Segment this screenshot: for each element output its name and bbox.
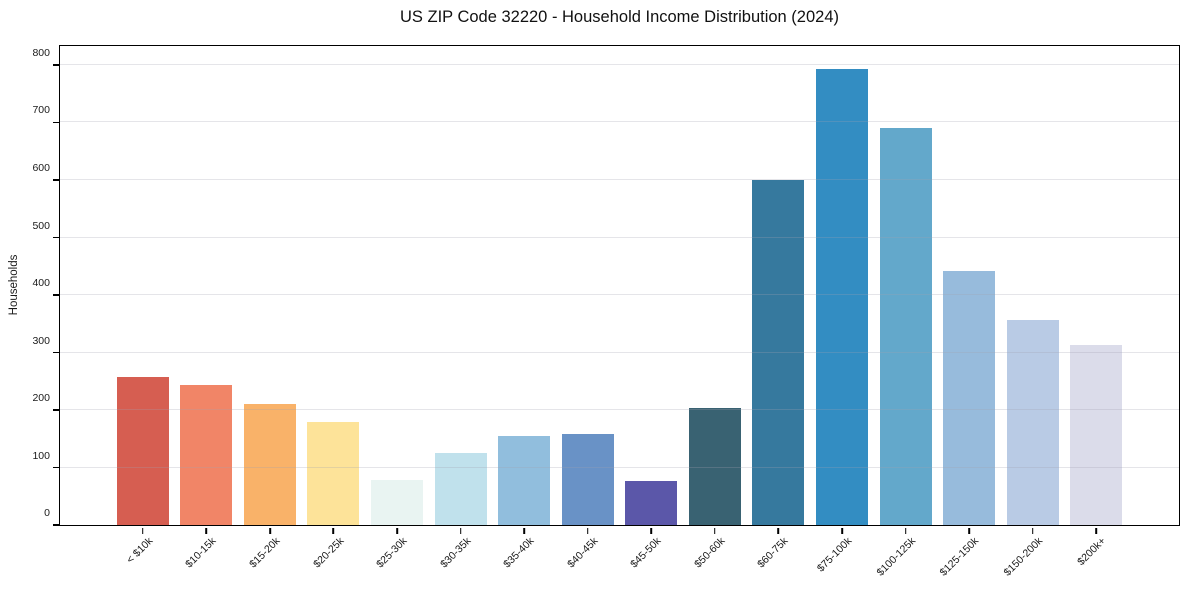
x-tick-mark [396,528,398,534]
y-tick-label-200: 200 [32,392,50,404]
x-tick-label: $60-75k [755,535,791,571]
x-tick-label: $150-200k [1001,535,1046,579]
bar-slot: $30-35k [429,46,493,570]
y-tick-mark [53,294,59,296]
bar-30-35k [434,453,487,525]
bar-45-50k [625,480,678,525]
y-tick-label-0: 0 [44,507,50,519]
bar-50-60k [688,408,741,525]
x-tick-mark [904,528,907,534]
x-tick-label: $45-50k [628,535,664,571]
y-tick-mark [53,351,59,354]
bar-40-45k [561,434,614,525]
x-tick-label: $20-25k [310,535,346,571]
bar-200k [1070,345,1123,525]
x-tick-label: $40-45k [564,535,601,571]
y-tick-mark [53,236,59,239]
bar-slot: $200k+ [1064,46,1128,568]
bar-slot: $25-30k [365,46,429,570]
bar-slot: $50-60k [683,46,747,570]
bar-slot: $100-125k [874,46,938,579]
y-tick-mark [53,179,59,181]
bar-25-30k [371,480,424,525]
x-tick-label: $75-100k [814,535,855,575]
y-tick-label-100: 100 [32,449,50,462]
y-tick-label-700: 700 [32,104,50,117]
bar-75-100k [815,69,868,525]
x-tick-label: < $10k [124,535,156,566]
bar-20-25k [307,422,360,525]
x-tick-mark [968,528,970,534]
bar-125-150k [943,270,996,525]
bar-60-75k [752,179,805,525]
x-tick-mark [1095,528,1098,534]
y-axis-label: Households [8,254,20,316]
bar-100-125k [879,128,932,525]
y-tick-label-400: 400 [32,277,50,289]
y-tick-label-300: 300 [32,334,50,347]
x-tick-mark [459,528,462,534]
y-tick-mark [53,64,59,66]
x-tick-label: $15-20k [247,535,283,571]
x-tick-mark [714,528,716,534]
x-tick-label: $10-15k [183,535,219,571]
bar-10-15k [180,384,233,525]
bar-slot: $150-200k [1001,46,1065,579]
bar-slot: $60-75k [747,46,811,570]
x-tick-label: $25-30k [374,535,410,571]
x-tick-mark [332,528,335,534]
bar-slot: $20-25k [302,46,366,570]
y-tick-label-600: 600 [32,161,50,174]
x-tick-mark [841,528,843,534]
bar-slot: $45-50k [620,46,684,570]
x-tick-mark [269,528,271,534]
x-tick-mark [777,528,780,534]
x-tick-label: $35-40k [501,535,537,571]
x-tick-label: $50-60k [692,535,728,571]
y-tick-mark [53,121,59,124]
plot-area: 0 100 200 300 400 500 600 700 800 < $10k $10-15k $… [32,45,1180,579]
x-tick-label: $200k+ [1075,535,1109,569]
y-tick-mark [53,524,59,526]
bar-150-200k [1006,320,1059,525]
y-tick-mark [53,409,59,411]
y-tick-label-800: 800 [32,46,50,59]
bar-slot: $10-15k [175,46,239,570]
x-tick-mark [205,528,208,534]
y-tick-label-500: 500 [32,219,50,232]
bar-10k [116,377,169,525]
bar-15-20k [243,404,296,525]
x-tick-label: $100-125k [874,535,919,579]
x-tick-mark [586,528,589,534]
bar-series: < $10k $10-15k $15-20k $20-25k $25-30k $30-35… [111,46,1128,579]
x-tick-label: $30-35k [437,535,474,571]
x-tick-mark [1031,528,1034,534]
bar-slot: < $10k [111,46,175,566]
y-tick-mark [53,466,59,469]
bar-35-40k [498,435,551,525]
x-tick-mark [141,528,144,534]
x-tick-mark [523,528,525,534]
bar-slot: $40-45k [556,46,620,570]
bar-slot: $125-150k [937,46,1001,579]
bar-slot: $15-20k [238,46,302,570]
bar-slot: $35-40k [492,46,556,570]
bar-slot: $75-100k [810,46,874,574]
x-tick-label: $125-150k [938,535,982,579]
x-tick-mark [650,528,653,534]
chart-title: US ZIP Code 32220 - Household Income Dis… [399,8,839,26]
